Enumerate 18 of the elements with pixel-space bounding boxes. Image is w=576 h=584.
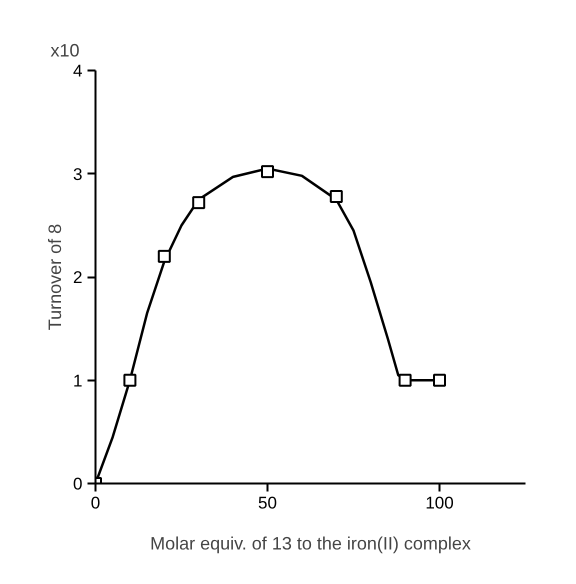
point bbox=[330, 190, 343, 203]
text: x10 bbox=[50, 40, 80, 60]
point bbox=[261, 165, 274, 178]
x-tick-label: 0 bbox=[90, 494, 100, 512]
y-axis-title: Turnover of 8 bbox=[45, 224, 66, 330]
y-tick-label: 1 bbox=[73, 371, 83, 390]
y-tick-label: 4 bbox=[73, 62, 83, 80]
point bbox=[158, 250, 171, 263]
y-tick-label: 3 bbox=[73, 164, 83, 184]
point bbox=[123, 374, 136, 387]
point bbox=[398, 374, 412, 387]
point bbox=[433, 374, 446, 387]
y-tick-label: 2 bbox=[73, 268, 83, 287]
x-tick-label: 100 bbox=[425, 494, 454, 512]
y-tick-label: 0 bbox=[73, 474, 83, 494]
x-tick-label: 50 bbox=[258, 494, 277, 512]
x-axis-title: Molar equiv. of 13 to the iron(II) complex bbox=[150, 534, 471, 554]
point bbox=[192, 196, 206, 210]
